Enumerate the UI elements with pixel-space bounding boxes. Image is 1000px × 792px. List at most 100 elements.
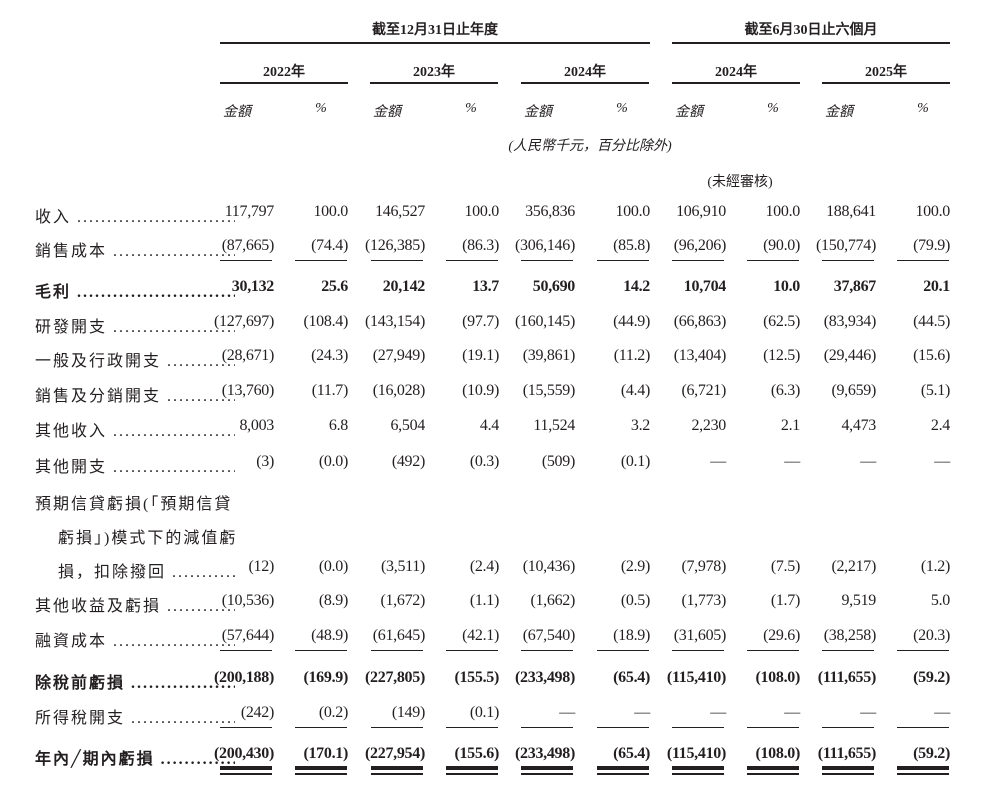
amount-header: 金額 bbox=[675, 105, 703, 120]
row-value: 37,867 bbox=[833, 278, 877, 295]
subtotal-rule bbox=[822, 727, 874, 728]
row-value: (87,665) bbox=[221, 237, 275, 254]
year-header: 2024年 bbox=[564, 65, 606, 80]
row-value: — bbox=[710, 453, 726, 470]
row-label: 除稅前虧損 bbox=[35, 669, 235, 693]
row-value: (59.2) bbox=[913, 745, 950, 762]
row-value: (7.5) bbox=[770, 558, 800, 575]
total-rule-thin bbox=[446, 773, 498, 775]
row-value: (57,644) bbox=[221, 627, 275, 644]
row-value: (8.9) bbox=[318, 592, 348, 609]
year-rule bbox=[220, 82, 348, 84]
year-rule bbox=[370, 82, 498, 84]
row-value: 100.0 bbox=[915, 203, 950, 220]
subtotal-rule bbox=[672, 260, 724, 261]
row-value: 100.0 bbox=[765, 203, 800, 220]
row-label: 融資成本 bbox=[35, 627, 235, 651]
row-value: (160,145) bbox=[515, 313, 575, 330]
row-value: (66,863) bbox=[673, 313, 727, 330]
subtotal-rule bbox=[446, 727, 498, 728]
subtotal-rule bbox=[220, 260, 272, 261]
percent-header: % bbox=[917, 101, 929, 116]
amount-header: 金額 bbox=[223, 105, 251, 120]
subtotal-rule bbox=[446, 260, 498, 261]
row-value: (0.0) bbox=[318, 453, 348, 470]
subtotal-rule bbox=[371, 650, 423, 651]
row-value: (90.0) bbox=[763, 237, 800, 254]
row-value: 14.2 bbox=[623, 278, 650, 295]
total-rule-thin bbox=[597, 773, 649, 775]
subtotal-rule bbox=[295, 727, 347, 728]
row-value: (0.2) bbox=[318, 704, 348, 721]
row-value: (65.4) bbox=[613, 669, 650, 686]
amount-header: 金額 bbox=[524, 105, 552, 120]
row-value: (97.7) bbox=[462, 313, 499, 330]
header-six-months: 截至6月30日止六個月 bbox=[744, 23, 878, 38]
row-value: (2,217) bbox=[831, 558, 876, 575]
subtotal-rule bbox=[747, 727, 799, 728]
total-rule-thick bbox=[897, 766, 949, 770]
row-value: (39,861) bbox=[522, 347, 576, 364]
row-value: 50,690 bbox=[532, 278, 576, 295]
row-value: 146,527 bbox=[375, 203, 425, 220]
row-value: 6,504 bbox=[390, 417, 425, 434]
header-rule-six-months bbox=[672, 42, 950, 44]
subtotal-rule bbox=[220, 727, 272, 728]
year-header: 2022年 bbox=[263, 65, 305, 80]
row-value: (115,410) bbox=[666, 745, 726, 762]
row-value: (65.4) bbox=[613, 745, 650, 762]
subtotal-rule bbox=[295, 260, 347, 261]
row-value: 10.0 bbox=[773, 278, 800, 295]
row-value: 2.1 bbox=[780, 417, 800, 434]
subtotal-rule bbox=[897, 727, 949, 728]
row-value: (29,446) bbox=[823, 347, 877, 364]
currency-note: (人民幣千元，百分比除外) bbox=[508, 139, 672, 154]
row-value: (96,206) bbox=[673, 237, 727, 254]
row-label: 預期信貸虧損(「預期信貸 bbox=[35, 496, 233, 513]
subtotal-rule bbox=[521, 650, 573, 651]
total-rule-thin bbox=[672, 773, 724, 775]
row-label: 虧損」)模式下的減值虧 bbox=[58, 530, 235, 547]
total-rule-thin bbox=[295, 773, 347, 775]
row-label: 其他收益及虧損 bbox=[35, 592, 235, 616]
row-value: (10.9) bbox=[462, 382, 499, 399]
total-rule-thick bbox=[371, 766, 423, 770]
total-rule-thin bbox=[521, 773, 573, 775]
row-value: 2.4 bbox=[930, 417, 950, 434]
row-value: (155.5) bbox=[454, 669, 499, 686]
row-value: (306,146) bbox=[515, 237, 575, 254]
row-value: (24.3) bbox=[311, 347, 348, 364]
subtotal-rule bbox=[371, 260, 423, 261]
row-value: 10,704 bbox=[683, 278, 727, 295]
row-value: 4,473 bbox=[841, 417, 876, 434]
row-value: (4.4) bbox=[620, 382, 650, 399]
total-rule-thin bbox=[822, 773, 874, 775]
row-value: 100.0 bbox=[313, 203, 348, 220]
row-value: — bbox=[860, 704, 876, 721]
total-rule-thick bbox=[220, 766, 272, 770]
row-value: (509) bbox=[541, 453, 575, 470]
row-value: (2.4) bbox=[469, 558, 499, 575]
total-rule-thin bbox=[897, 773, 949, 775]
row-value: (6,721) bbox=[681, 382, 726, 399]
row-value: (11.2) bbox=[613, 347, 651, 364]
row-value: (200,430) bbox=[214, 745, 274, 762]
row-value: (1,672) bbox=[380, 592, 425, 609]
row-value: (31,605) bbox=[673, 627, 727, 644]
subtotal-rule bbox=[897, 650, 949, 651]
row-value: (85.8) bbox=[613, 237, 650, 254]
row-label: 一般及行政開支 bbox=[35, 347, 235, 371]
total-rule-thick bbox=[597, 766, 649, 770]
total-rule-thick bbox=[521, 766, 573, 770]
row-value: (1.2) bbox=[920, 558, 950, 575]
row-value: (1,773) bbox=[681, 592, 726, 609]
row-value: (79.9) bbox=[913, 237, 950, 254]
row-label: 其他收入 bbox=[35, 417, 235, 441]
subtotal-rule bbox=[672, 727, 724, 728]
amount-header: 金額 bbox=[373, 105, 401, 120]
subtotal-rule bbox=[597, 650, 649, 651]
row-value: (83,934) bbox=[823, 313, 877, 330]
row-value: (67,540) bbox=[522, 627, 576, 644]
row-value: 6.8 bbox=[328, 417, 348, 434]
row-value: 25.6 bbox=[321, 278, 348, 295]
